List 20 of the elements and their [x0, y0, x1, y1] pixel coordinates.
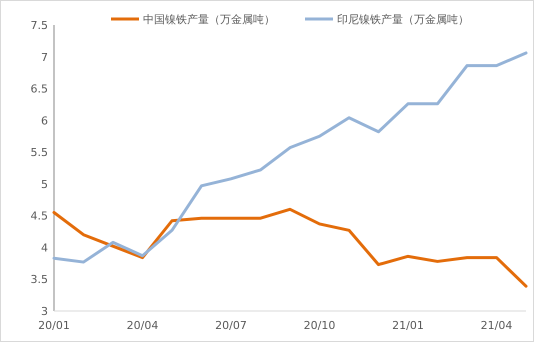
- x-tick-label: 21/04: [480, 319, 512, 332]
- y-tick-label: 6.5: [30, 82, 48, 96]
- x-tick-label: 21/01: [392, 319, 424, 332]
- line-series: [52, 51, 528, 264]
- legend-label: 印尼镍铁产量（万金属吨）: [337, 13, 469, 26]
- x-tick-label: 20/01: [38, 319, 70, 332]
- x-tick-label: 20/10: [304, 319, 336, 332]
- x-tick-label: 20/04: [126, 319, 158, 332]
- y-tick-label: 7.5: [30, 19, 48, 32]
- line-series: [52, 208, 528, 288]
- y-tick-label: 3.5: [30, 273, 48, 286]
- y-tick-label: 3: [41, 305, 48, 318]
- y-tick-label: 4.5: [30, 210, 48, 223]
- y-tick-label: 4: [41, 241, 48, 254]
- y-tick-label: 7: [41, 50, 48, 64]
- y-tick-label: 5: [41, 178, 48, 191]
- legend-label: 中国镍铁产量（万金属吨）: [143, 13, 275, 26]
- x-tick-label: 20/07: [215, 319, 247, 332]
- y-tick-label: 5.5: [30, 146, 48, 160]
- y-tick-label: 6: [41, 114, 48, 128]
